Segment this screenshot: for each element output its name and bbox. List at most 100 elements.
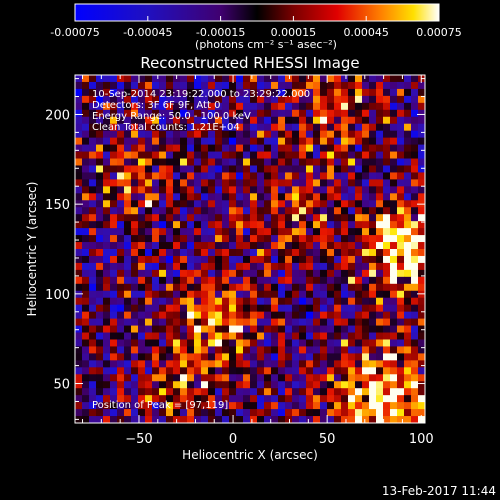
image-pixel xyxy=(313,346,321,354)
image-pixel xyxy=(404,304,412,313)
image-pixel xyxy=(404,158,412,166)
image-pixel xyxy=(103,88,111,97)
image-pixel xyxy=(117,262,125,271)
image-pixel xyxy=(229,144,237,152)
image-pixel xyxy=(215,116,223,125)
image-pixel xyxy=(271,200,279,208)
image-pixel xyxy=(348,207,356,215)
image-pixel xyxy=(278,109,286,118)
image-pixel xyxy=(152,88,160,97)
image-pixel xyxy=(145,283,153,292)
image-pixel xyxy=(187,374,195,382)
image-pixel xyxy=(250,130,258,139)
image-pixel xyxy=(117,81,125,90)
image-pixel xyxy=(418,346,425,354)
image-pixel xyxy=(82,172,90,180)
image-pixel xyxy=(264,165,272,173)
image-pixel xyxy=(362,283,370,292)
image-pixel xyxy=(341,402,349,410)
image-pixel xyxy=(397,353,405,361)
image-pixel xyxy=(159,95,167,104)
image-pixel xyxy=(369,165,377,173)
image-pixel xyxy=(348,151,356,159)
image-pixel xyxy=(215,179,223,187)
image-pixel xyxy=(82,165,90,173)
image-pixel xyxy=(362,367,370,375)
image-pixel xyxy=(236,186,244,194)
image-pixel xyxy=(257,116,265,125)
image-pixel xyxy=(348,367,356,375)
image-pixel xyxy=(138,102,146,111)
image-pixel xyxy=(75,88,83,97)
image-pixel xyxy=(194,242,202,250)
image-pixel xyxy=(355,144,363,152)
image-pixel xyxy=(390,318,398,326)
image-pixel xyxy=(173,304,181,313)
image-pixel xyxy=(369,193,377,201)
image-pixel xyxy=(103,172,111,180)
image-pixel xyxy=(292,269,300,278)
image-pixel xyxy=(299,137,307,145)
image-pixel xyxy=(243,186,251,194)
image-pixel xyxy=(243,388,251,396)
image-pixel xyxy=(180,311,188,319)
image-pixel xyxy=(285,255,293,264)
image-pixel xyxy=(285,137,293,145)
image-pixel xyxy=(194,290,202,299)
image-pixel xyxy=(124,186,132,194)
image-pixel xyxy=(166,193,174,201)
image-pixel xyxy=(341,130,349,139)
image-pixel xyxy=(278,151,286,159)
image-pixel xyxy=(397,325,405,333)
image-pixel xyxy=(369,346,377,354)
image-pixel xyxy=(397,158,405,166)
image-pixel xyxy=(75,388,83,396)
image-pixel xyxy=(390,276,398,285)
image-pixel xyxy=(138,186,146,194)
image-pixel xyxy=(117,179,125,187)
image-pixel xyxy=(264,81,272,90)
image-pixel xyxy=(369,186,377,194)
image-pixel xyxy=(159,221,167,229)
image-pixel xyxy=(215,395,223,403)
image-pixel xyxy=(222,88,230,97)
image-pixel xyxy=(278,172,286,180)
image-pixel xyxy=(369,242,377,250)
image-pixel xyxy=(348,242,356,250)
image-pixel xyxy=(236,144,244,152)
image-pixel xyxy=(383,388,391,396)
image-pixel xyxy=(334,374,342,382)
image-pixel xyxy=(89,151,97,159)
image-pixel xyxy=(222,297,230,306)
image-pixel xyxy=(117,311,125,319)
image-pixel xyxy=(320,381,328,389)
image-pixel xyxy=(313,297,321,306)
image-pixel xyxy=(320,75,328,83)
image-pixel xyxy=(96,102,104,111)
image-pixel xyxy=(180,193,188,201)
image-pixel xyxy=(236,75,244,83)
image-pixel xyxy=(348,325,356,333)
image-pixel xyxy=(292,332,300,340)
image-pixel xyxy=(215,402,223,410)
image-pixel xyxy=(124,269,132,278)
image-pixel xyxy=(180,186,188,194)
image-pixel xyxy=(334,228,342,236)
image-pixel xyxy=(243,242,251,250)
image-pixel xyxy=(264,158,272,166)
image-pixel xyxy=(166,332,174,340)
image-pixel xyxy=(285,242,293,250)
image-pixel xyxy=(180,130,188,139)
image-pixel xyxy=(222,262,230,271)
image-pixel xyxy=(173,214,181,222)
image-pixel xyxy=(285,172,293,180)
image-pixel xyxy=(299,235,307,243)
image-pixel xyxy=(131,249,139,257)
image-pixel xyxy=(271,81,279,90)
image-pixel xyxy=(82,409,90,417)
image-pixel xyxy=(117,193,125,201)
image-pixel xyxy=(320,228,328,236)
image-pixel xyxy=(82,353,90,361)
image-pixel xyxy=(362,318,370,326)
image-pixel xyxy=(320,416,328,423)
